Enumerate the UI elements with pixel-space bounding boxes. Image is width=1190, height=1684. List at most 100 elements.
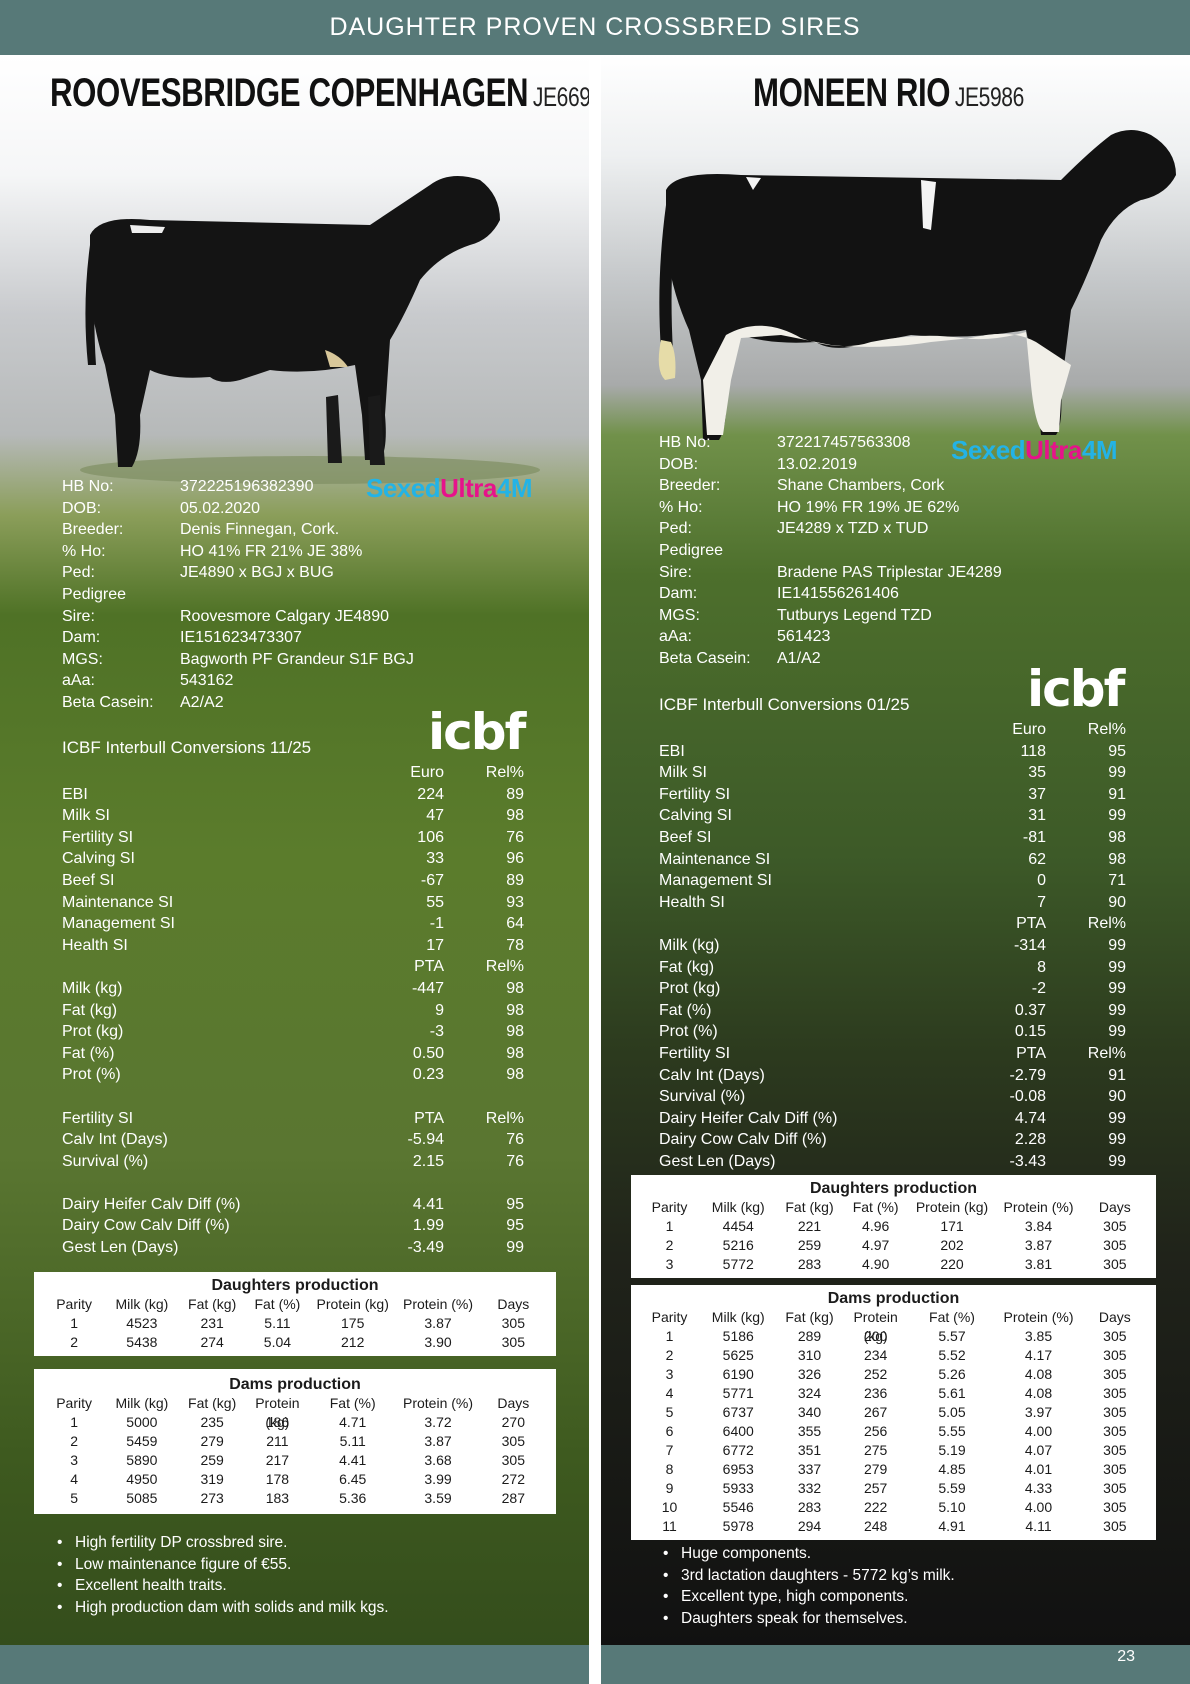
table-cell: 4.11 — [1025, 1518, 1052, 1534]
trait-reliability — [444, 1172, 524, 1194]
sire-name: ROOVESBRIDGE COPENHAGENJE6694 — [50, 71, 589, 116]
highlight-item: Daughters speak for themselves. — [661, 1608, 955, 1630]
table-cell: 305 — [1103, 1366, 1127, 1382]
info-label: Breeder: — [62, 521, 124, 539]
table-cell: 5186 — [722, 1328, 754, 1344]
trait-reliability — [444, 1086, 524, 1108]
evaluation-row — [62, 1086, 524, 1108]
dams-production-title: Dams production — [229, 1376, 361, 1393]
table-cell: 273 — [200, 1490, 224, 1506]
table-cell: 5000 — [126, 1414, 158, 1430]
cow-photo — [80, 176, 540, 484]
daughters-production-table: Daughters production Parity Milk (kg) Fat (… — [631, 1175, 1156, 1278]
trait-value: -5.94 — [407, 1131, 444, 1149]
table-cell: 4.96 — [862, 1218, 890, 1234]
highlights-list: High fertility DP crossbred sire.Low mai… — [55, 1532, 389, 1618]
column-header: Milk (kg) — [711, 1309, 765, 1325]
evaluation-row: Health SI 17 78 — [62, 935, 524, 957]
table-cell: 319 — [200, 1471, 224, 1487]
table-row: 7 6772 351 275 5.19 4.07 305 — [639, 1441, 1148, 1460]
table-cell: 305 — [1103, 1480, 1127, 1496]
info-row: Beta Casein: A2/A2 — [62, 692, 482, 714]
info-value: 561423 — [777, 628, 831, 646]
trait-value: Euro — [1012, 721, 1046, 738]
evaluation-row: PTA Rel% — [62, 956, 524, 978]
table-cell: 5.26 — [938, 1366, 966, 1382]
table-cell: 340 — [797, 1404, 822, 1420]
trait-value: 7 — [1037, 893, 1046, 911]
dams-production-table: Dams production Parity Milk (kg) Fat (kg) Pr… — [34, 1369, 556, 1514]
table-cell: 3.84 — [1024, 1218, 1053, 1234]
table-cell: 252 — [863, 1366, 888, 1382]
trait-reliability: 95 — [506, 1195, 524, 1213]
trait-label: Fertility SI — [62, 1109, 134, 1127]
trait-value: 2.15 — [412, 1152, 444, 1170]
info-label: Pedigree — [659, 541, 724, 559]
trait-label: Prot (%) — [659, 1023, 718, 1041]
trait-value: 17 — [426, 936, 444, 954]
table-cell: 1 — [665, 1328, 674, 1344]
trait-label: Milk (kg) — [62, 979, 123, 997]
table-cell: 186 — [265, 1414, 290, 1430]
info-row: aAa: 561423 — [659, 626, 1079, 648]
table-cell: 4523 — [126, 1315, 158, 1331]
trait-value: 0.37 — [1014, 1001, 1046, 1019]
table-cell: 183 — [265, 1490, 290, 1506]
evaluation-row: Fertility SI 106 76 — [62, 827, 524, 849]
info-value: HO 19% FR 19% JE 62% — [777, 498, 960, 516]
table-cell: 217 — [265, 1452, 290, 1468]
table-cell: 4.41 — [339, 1452, 367, 1468]
trait-value: 4.74 — [1014, 1109, 1046, 1127]
trait-value: -1 — [429, 915, 444, 933]
column-header: Days — [497, 1296, 530, 1312]
trait-reliability: Rel% — [1087, 915, 1126, 933]
table-cell: 5438 — [126, 1334, 158, 1350]
table-cell: 5771 — [722, 1385, 754, 1401]
table-cell: 11 — [662, 1518, 677, 1534]
highlight-item: Huge components. — [661, 1543, 955, 1565]
trait-value: 0 — [1037, 872, 1046, 890]
trait-label: Health SI — [659, 893, 725, 911]
evaluation-row: Fertility SI PTA Rel% — [62, 1108, 524, 1130]
table-cell: 305 — [1103, 1347, 1127, 1363]
daughters-production-title: Daughters production — [809, 1180, 978, 1197]
highlights-list: Huge components.3rd lactation daughters … — [661, 1543, 955, 1629]
trait-reliability: 99 — [506, 1239, 524, 1257]
table-cell: 305 — [1103, 1237, 1127, 1253]
table-cell: 305 — [1103, 1461, 1127, 1477]
table-cell: 305 — [501, 1452, 525, 1468]
table-row: 4 4950 319 178 6.45 3.99 272 — [44, 1470, 546, 1489]
evaluation-row: Milk (kg) -314 99 — [659, 935, 1126, 957]
table-cell: 4.00 — [1024, 1423, 1053, 1439]
table-header-row: Parity Milk (kg) Fat (kg) Protein (kg) Fat (… — [44, 1394, 546, 1430]
table-cell: 326 — [797, 1366, 822, 1382]
table-cell: 3.99 — [424, 1471, 452, 1487]
trait-value: -81 — [1022, 828, 1046, 846]
trait-reliability: Rel% — [1087, 1044, 1126, 1062]
info-value: 372225196382390 — [180, 478, 314, 495]
trait-reliability: 76 — [506, 1131, 524, 1149]
column-header: Protein (kg) — [316, 1296, 389, 1312]
table-row: 4 5771 324 236 5.61 4.08 305 — [639, 1384, 1148, 1403]
table-cell: 267 — [863, 1404, 888, 1420]
evaluation-row: Fat (kg) 9 98 — [62, 1000, 524, 1022]
trait-reliability: 99 — [1108, 1001, 1126, 1019]
table-header-row: Parity Milk (kg) Fat (kg) Fat (%) Protein (k… — [44, 1295, 546, 1314]
trait-label: Gest Len (Days) — [659, 1152, 776, 1170]
evaluation-row: Management SI 0 71 — [659, 870, 1126, 892]
trait-value: PTA — [414, 1109, 444, 1127]
table-cell: 248 — [863, 1518, 888, 1534]
table-cell: 221 — [797, 1218, 822, 1234]
evaluation-row: Milk SI 47 98 — [62, 805, 524, 827]
column-header: Days — [1098, 1309, 1131, 1325]
trait-reliability: 98 — [506, 1023, 524, 1041]
sire-code: JE5986 — [954, 82, 1024, 112]
column-header: Fat (kg) — [785, 1199, 834, 1215]
evaluation-row: Maintenance SI 55 93 — [62, 892, 524, 914]
table-cell: 6772 — [722, 1442, 754, 1458]
info-row: Sire: Roovesmore Calgary JE4890 — [62, 606, 482, 628]
table-cell: 283 — [797, 1499, 822, 1515]
table-cell: 5933 — [722, 1480, 754, 1496]
trait-label — [659, 913, 966, 935]
trait-label: Calv Int (Days) — [659, 1066, 765, 1084]
